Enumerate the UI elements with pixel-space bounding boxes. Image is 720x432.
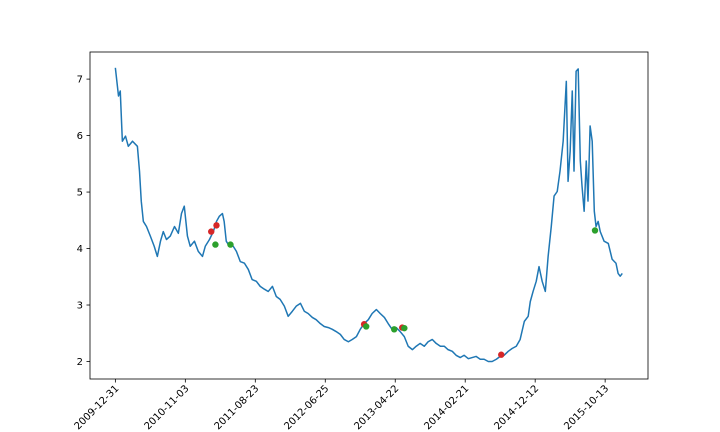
x-tick-label: 2013-04-22: [352, 383, 401, 432]
x-tick-label: 2011-08-23: [213, 383, 262, 432]
y-tick-label: 6: [77, 131, 83, 142]
x-tick-label: 2010-11-03: [143, 383, 192, 432]
y-tick-label: 7: [77, 75, 83, 86]
signal-point: [363, 323, 370, 330]
y-tick-label: 2: [77, 357, 83, 368]
signal-point: [498, 351, 505, 358]
x-tick-label: 2012-06-25: [283, 383, 332, 432]
x-tick-label: 2014-12-12: [492, 383, 541, 432]
signal-point: [390, 326, 398, 333]
x-tick-label: 2015-10-13: [562, 383, 611, 432]
signal-point: [227, 241, 234, 248]
y-tick-label: 3: [77, 301, 83, 312]
signal-point: [591, 227, 599, 234]
x-tick-label: 2009-12-31: [73, 383, 122, 432]
y-tick-label: 4: [77, 244, 83, 255]
y-tick-label: 5: [77, 188, 83, 199]
x-tick-label: 2014-02-21: [422, 383, 471, 432]
signal-point: [213, 222, 220, 229]
price-line: [114, 67, 623, 363]
plot-frame: [89, 51, 649, 380]
signal-point: [401, 324, 408, 332]
signal-point: [208, 228, 215, 235]
signal-point: [212, 241, 219, 248]
